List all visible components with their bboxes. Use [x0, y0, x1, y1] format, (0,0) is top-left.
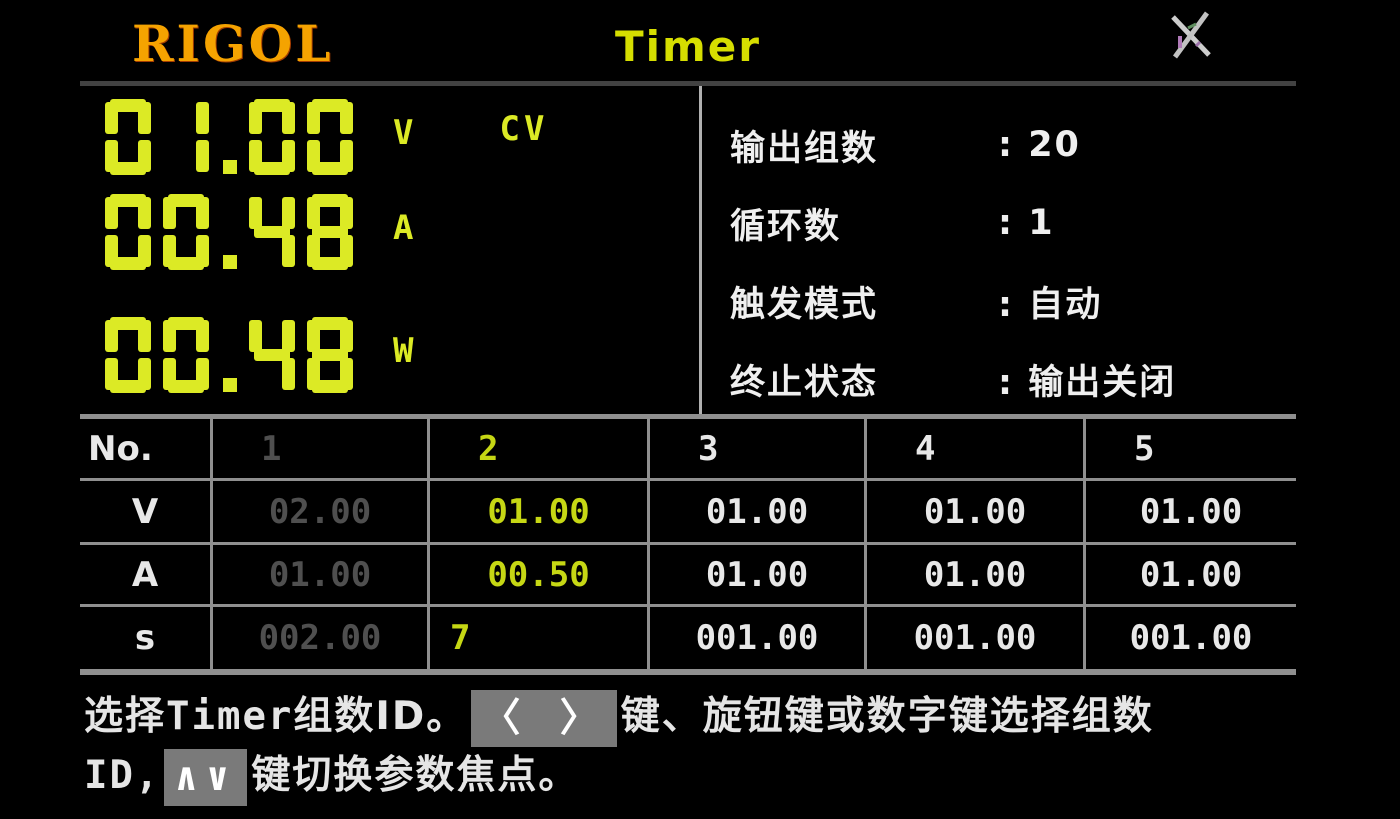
sevenseg-digit	[163, 99, 209, 175]
sevenseg-digit	[307, 317, 353, 393]
param-value: 自动	[998, 276, 1102, 327]
instrument-screen: RIGOL Timer V CV A W	[80, 0, 1296, 819]
voltage-cell-group-4[interactable]: 01.00	[867, 481, 1086, 545]
timer-groups-table: No. 1 2 3 4 5 V 02.00 01.00 01.00 01.00 …	[80, 414, 1296, 675]
param-value: 输出关闭	[998, 354, 1176, 405]
help-line-2: ID, ∧∨ 键切换参数焦点。	[84, 747, 1296, 806]
power-sevenseg-display	[105, 317, 365, 393]
row-label-voltage: V	[80, 481, 213, 545]
timer-settings-panel: 输出组数 20 循环数 1 触发模式 自动 终止状态 输出关闭	[702, 86, 1296, 414]
row-label-seconds: s	[80, 607, 213, 669]
sevenseg-digit	[105, 99, 151, 175]
top-bar: RIGOL Timer	[80, 0, 1296, 86]
current-cell-group-5[interactable]: 01.00	[1086, 545, 1296, 607]
help-text: 选择Timer组数ID。〈 〉键、旋钮键或数字键选择组数 ID, ∧∨ 键切换参数焦…	[84, 688, 1296, 806]
voltage-sevenseg-display	[105, 99, 365, 175]
sevenseg-digit	[105, 194, 151, 270]
column-header-group-1[interactable]: 1	[213, 419, 430, 481]
help-text-segment: 组数ID。	[293, 694, 468, 739]
help-text-segment: 选择	[84, 694, 167, 739]
current-cell-group-4[interactable]: 01.00	[867, 545, 1086, 607]
help-text-segment: 键切换参数焦点。	[251, 753, 580, 798]
page-title: Timer	[614, 22, 761, 71]
voltage-unit-label: V	[393, 113, 414, 153]
help-text-segment: 键、旋钮键或数字键选择组数	[620, 694, 1154, 739]
sevenseg-digit	[307, 99, 353, 175]
param-value: 20	[998, 125, 1081, 165]
table-corner-header: No.	[80, 419, 213, 481]
param-row-output-groups: 输出组数 20	[730, 106, 1296, 184]
sevenseg-digit	[307, 194, 353, 270]
column-header-group-2-selected[interactable]: 2	[430, 419, 650, 481]
param-value: 1	[998, 203, 1055, 243]
current-sevenseg-display	[105, 194, 365, 270]
seconds-cell-group-2-editing[interactable]: 7	[430, 607, 650, 669]
seconds-cell-group-4[interactable]: 001.00	[867, 607, 1086, 669]
column-header-group-5[interactable]: 5	[1086, 419, 1296, 481]
voltage-cell-group-2-selected[interactable]: 01.00	[430, 481, 650, 545]
param-row-end-state: 终止状态 输出关闭	[730, 340, 1296, 418]
param-label: 触发模式	[730, 284, 879, 325]
meter-panel: V CV A W	[80, 86, 702, 414]
sevenseg-decimal-point	[223, 255, 237, 269]
seconds-cell-group-5[interactable]: 001.00	[1129, 618, 1253, 658]
voltage-cell-group-1[interactable]: 02.00	[213, 481, 430, 545]
cv-mode-indicator: CV	[499, 109, 549, 149]
column-header-group-4[interactable]: 4	[867, 419, 1086, 481]
rigol-logo: RIGOL	[132, 14, 334, 73]
param-label: 终止状态	[730, 362, 879, 403]
column-header-group-3[interactable]: 3	[650, 419, 867, 481]
left-right-arrow-keys-icon: 〈 〉	[471, 690, 617, 747]
sevenseg-decimal-point	[223, 160, 237, 174]
voltage-readout-row: V CV	[105, 99, 699, 175]
current-cell-group-2-selected[interactable]: 00.50	[430, 545, 650, 607]
main-panel: V CV A W 输出组数 20 循环数 1 触发模式 自	[80, 86, 1296, 414]
current-unit-label: A	[393, 208, 414, 248]
help-text-segment: ID,	[84, 753, 161, 798]
power-readout-row: W	[105, 317, 699, 393]
param-label: 循环数	[730, 206, 842, 247]
voltage-cell-group-3[interactable]: 01.00	[650, 481, 867, 545]
up-down-arrow-keys-icon: ∧∨	[164, 749, 248, 806]
help-line-1: 选择Timer组数ID。〈 〉键、旋钮键或数字键选择组数	[84, 688, 1296, 747]
sevenseg-digit	[249, 194, 295, 270]
current-cell-group-1[interactable]: 01.00	[213, 545, 430, 607]
sevenseg-digit	[249, 99, 295, 175]
sevenseg-digit	[163, 194, 209, 270]
keylock-disabled-icon[interactable]	[1166, 8, 1216, 60]
power-unit-label: W	[393, 331, 414, 371]
sevenseg-digit	[249, 317, 295, 393]
current-cell-group-3[interactable]: 01.00	[650, 545, 867, 607]
voltage-cell-group-5[interactable]: 01.00	[1086, 481, 1296, 545]
seconds-cell-group-3[interactable]: 001.00	[650, 607, 867, 669]
sevenseg-digit	[105, 317, 151, 393]
param-label: 输出组数	[730, 128, 879, 169]
help-text-timer-word: Timer	[166, 694, 294, 739]
param-row-cycles: 循环数 1	[730, 184, 1296, 262]
sevenseg-decimal-point	[223, 378, 237, 392]
row-label-current: A	[80, 545, 213, 607]
sevenseg-digit	[163, 317, 209, 393]
seconds-cell-group-1[interactable]: 002.00	[213, 607, 430, 669]
param-row-trigger-mode: 触发模式 自动	[730, 262, 1296, 340]
current-readout-row: A	[105, 194, 699, 270]
